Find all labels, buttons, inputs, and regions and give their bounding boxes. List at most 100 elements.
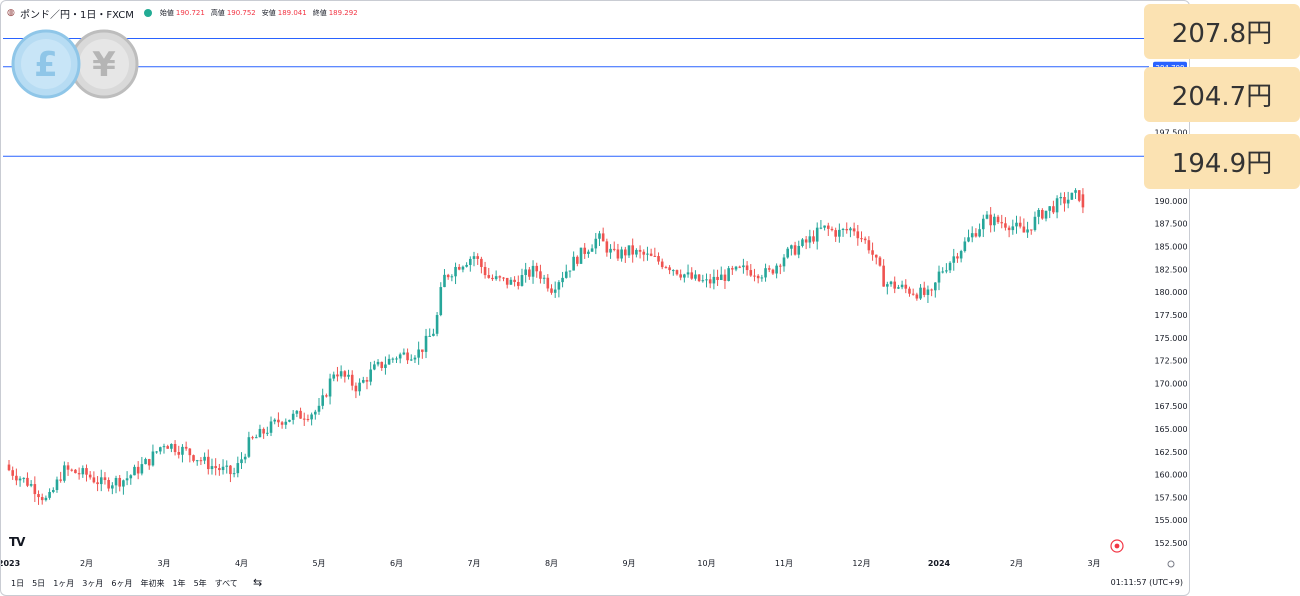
candle-up xyxy=(55,476,59,493)
candle-down xyxy=(863,236,867,244)
candle-up xyxy=(99,469,103,492)
symbol-label[interactable]: ポンド／円・1日・FXCM xyxy=(20,9,134,21)
candle-up xyxy=(934,282,937,298)
candle-down xyxy=(214,458,217,476)
candle-down xyxy=(550,284,553,295)
candle-down xyxy=(325,393,328,398)
candle-up xyxy=(686,264,690,278)
candlestick-series xyxy=(7,188,1085,505)
candle-down xyxy=(996,214,1000,225)
x-tick-label: 6月 xyxy=(390,559,403,568)
candle-down xyxy=(612,241,616,252)
candle-down xyxy=(343,370,347,383)
y-tick-label: 185.000 xyxy=(1154,243,1187,252)
candle-down xyxy=(302,412,306,426)
candle-down xyxy=(487,267,491,279)
range-button[interactable]: すべて xyxy=(214,579,238,588)
range-button[interactable]: 1ヶ月 xyxy=(53,579,75,588)
range-selector: 1日 5日 1ヶ月 3ヶ月 6ヶ月 年初来 1年 5年 すべて xyxy=(11,578,238,589)
gear-icon[interactable] xyxy=(1167,560,1175,568)
candle-down xyxy=(908,286,911,297)
candle-up xyxy=(291,410,295,425)
x-tick-label: 9月 xyxy=(622,559,635,568)
candle-up xyxy=(1055,195,1059,219)
candle-up xyxy=(203,452,206,465)
candle-up xyxy=(129,474,133,485)
candle-down xyxy=(92,471,96,484)
candle-down xyxy=(262,427,265,439)
candle-up xyxy=(948,261,952,274)
candle-up xyxy=(402,348,406,356)
bottom-toolbar: 1日 5日 1ヶ月 3ヶ月 6ヶ月 年初来 1年 5年 すべて ⇆ 01:11:57 (UTC+… xyxy=(1,573,1189,595)
candle-down xyxy=(446,273,450,280)
candle-up xyxy=(620,246,623,262)
candle-down xyxy=(708,273,712,289)
candle-up xyxy=(29,480,33,488)
candle-up xyxy=(797,240,801,259)
candle-up xyxy=(391,357,395,363)
candle-down xyxy=(37,490,40,505)
candle-up xyxy=(48,488,51,500)
candle-up xyxy=(439,282,443,317)
candle-up xyxy=(435,311,439,337)
candle-down xyxy=(480,256,483,274)
candle-down xyxy=(350,370,354,391)
candle-up xyxy=(553,281,557,298)
candle-down xyxy=(107,477,110,492)
calendar-range-icon[interactable]: ⇆ xyxy=(253,576,263,589)
candle-up xyxy=(295,409,299,418)
candle-down xyxy=(731,265,734,275)
x-tick-label: 2023 xyxy=(1,559,20,568)
candle-down xyxy=(505,277,509,289)
candle-up xyxy=(51,487,55,494)
price-chart[interactable]: 152.500 155.000 157.500 160.000 162.500 165.0… xyxy=(1,1,1189,573)
y-tick-label: 165.000 xyxy=(1154,425,1187,434)
candle-up xyxy=(712,269,716,290)
range-button[interactable]: 1日 xyxy=(11,579,25,588)
candle-up xyxy=(22,477,26,483)
range-button[interactable]: 5年 xyxy=(193,579,207,588)
range-button[interactable]: 1年 xyxy=(172,579,186,588)
pound-coin-symbol: £ xyxy=(34,45,58,85)
candle-up xyxy=(181,444,184,463)
candle-down xyxy=(771,268,775,275)
range-button[interactable]: 年初来 xyxy=(140,579,165,588)
close-value: 189.292 xyxy=(328,9,358,17)
candle-down xyxy=(40,493,44,505)
candle-down xyxy=(354,382,358,399)
candle-up xyxy=(225,460,229,474)
candle-up xyxy=(454,262,457,285)
candle-up xyxy=(373,360,376,371)
candle-up xyxy=(646,246,649,261)
candle-down xyxy=(1041,208,1044,220)
candle-up xyxy=(236,456,240,478)
candle-up xyxy=(683,273,686,283)
candle-up xyxy=(542,274,546,284)
tradingview-logo-icon[interactable]: TV xyxy=(9,535,26,549)
close-label: 終値 xyxy=(312,9,327,17)
candle-down xyxy=(406,348,409,364)
clock[interactable]: 01:11:57 (UTC+9) xyxy=(1110,578,1183,587)
y-tick-label: 167.500 xyxy=(1154,402,1187,411)
candle-down xyxy=(664,265,668,269)
candle-up xyxy=(926,285,930,303)
candle-up xyxy=(317,398,321,415)
alert-icon-ring[interactable] xyxy=(1110,539,1124,553)
candle-down xyxy=(653,247,657,257)
candle-up xyxy=(598,230,601,247)
low-label: 安値 xyxy=(261,9,276,17)
candle-up xyxy=(1044,210,1048,222)
candle-down xyxy=(365,376,369,390)
candle-down xyxy=(989,207,992,233)
candle-up xyxy=(155,451,158,454)
candle-down xyxy=(380,361,384,371)
range-button[interactable]: 5日 xyxy=(32,579,46,588)
symbol-header: ◍ ポンド／円・1日・FXCM 始値 190.721 高値 190.752 安値… xyxy=(7,5,364,21)
candle-up xyxy=(734,265,738,272)
y-tick-label: 170.000 xyxy=(1154,379,1187,388)
range-button[interactable]: 3ヶ月 xyxy=(82,579,104,588)
candle-up xyxy=(760,274,764,282)
candle-up xyxy=(424,328,428,359)
range-button[interactable]: 6ヶ月 xyxy=(111,579,133,588)
candle-down xyxy=(498,275,502,282)
